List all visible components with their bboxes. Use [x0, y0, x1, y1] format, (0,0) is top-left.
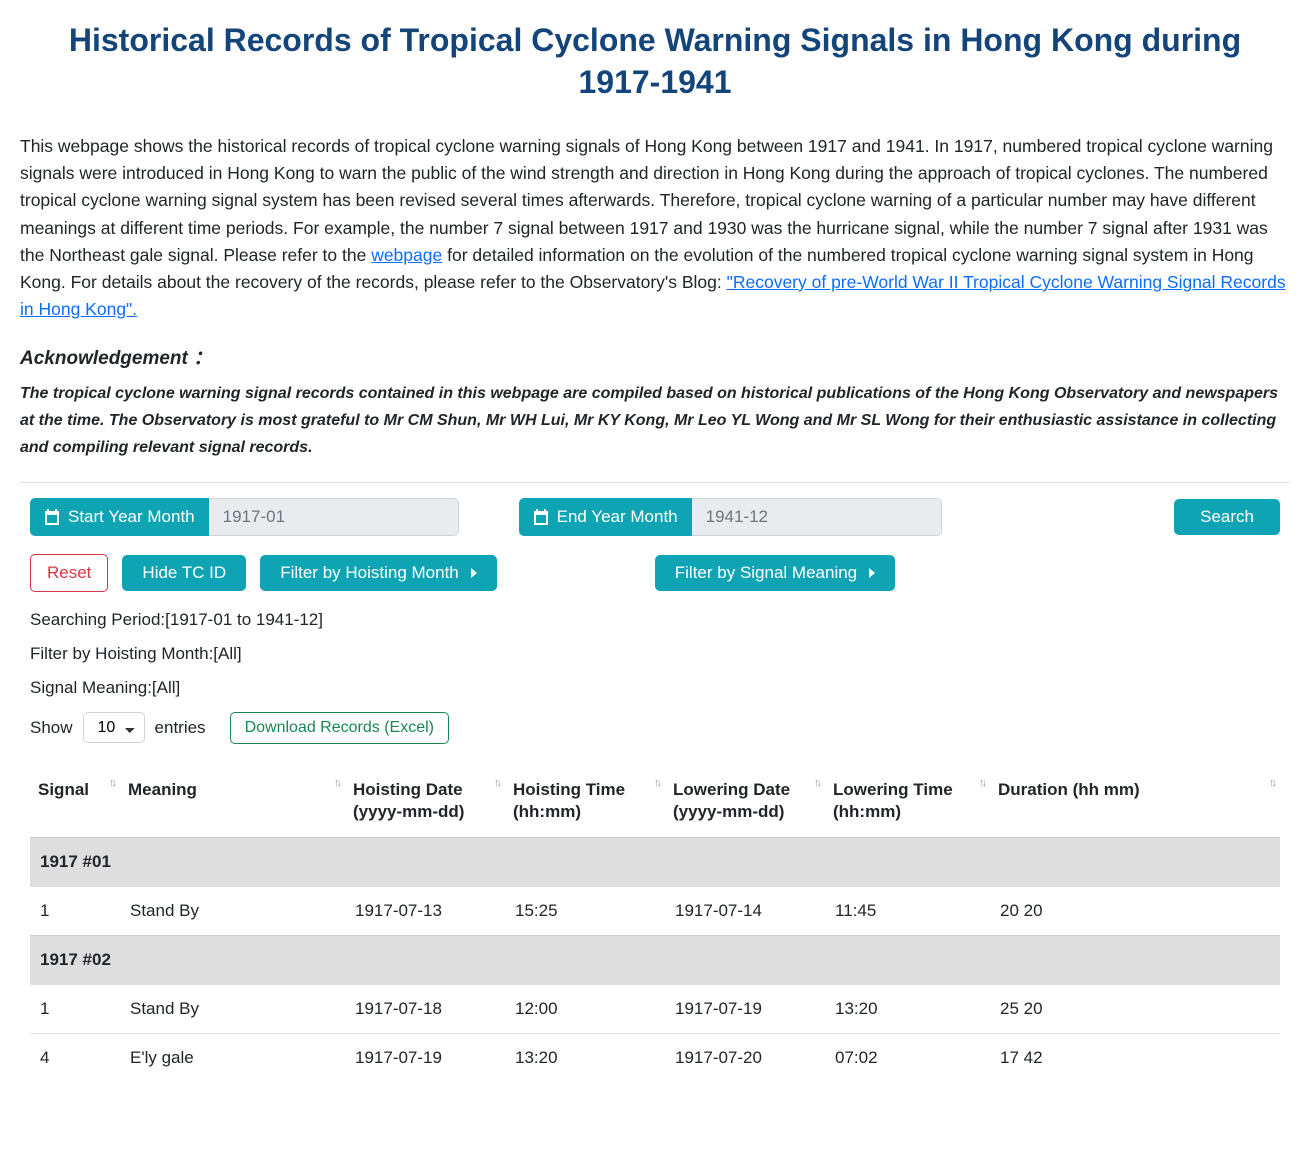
- calendar-icon: [44, 509, 60, 525]
- sort-icon: ↑↓: [979, 779, 984, 788]
- start-label-text: Start Year Month: [68, 507, 195, 527]
- col-hoist-time[interactable]: Hoisting Time (hh:mm)↑↓: [505, 769, 665, 838]
- caret-right-icon: [869, 568, 875, 578]
- cell-duration: 17 42: [990, 1033, 1280, 1082]
- sort-icon: ↑↓: [109, 779, 114, 788]
- cell-lower-time: 11:45: [825, 886, 990, 935]
- filter-month-status: Filter by Hoisting Month:[All]: [30, 644, 1280, 664]
- cell-duration: 25 20: [990, 984, 1280, 1033]
- end-label-text: End Year Month: [557, 507, 678, 527]
- signal-meaning-status: Signal Meaning:[All]: [30, 678, 1280, 698]
- divider: [20, 482, 1290, 483]
- cell-meaning: Stand By: [120, 984, 345, 1033]
- entries-select[interactable]: 10: [83, 712, 145, 743]
- cell-hoist-time: 15:25: [505, 886, 665, 935]
- caret-right-icon: [471, 568, 477, 578]
- table-row: 1 Stand By 1917-07-18 12:00 1917-07-19 1…: [30, 984, 1280, 1033]
- searching-period-status: Searching Period:[1917-01 to 1941-12]: [30, 610, 1280, 630]
- cell-meaning: Stand By: [120, 886, 345, 935]
- filter-hoisting-month-button[interactable]: Filter by Hoisting Month: [260, 555, 497, 591]
- records-table: Signal↑↓ Meaning↑↓ Hoisting Date (yyyy-m…: [30, 769, 1280, 1082]
- cell-signal: 4: [30, 1033, 120, 1082]
- sort-icon: ↑↓: [494, 779, 499, 788]
- cell-lower-date: 1917-07-14: [665, 886, 825, 935]
- col-lower-time[interactable]: Lowering Time (hh:mm)↑↓: [825, 769, 990, 838]
- cell-signal: 1: [30, 886, 120, 935]
- cell-duration: 20 20: [990, 886, 1280, 935]
- start-year-month-input[interactable]: [209, 498, 459, 536]
- start-year-month-label: Start Year Month: [30, 498, 209, 536]
- cell-lower-time: 13:20: [825, 984, 990, 1033]
- col-signal[interactable]: Signal↑↓: [30, 769, 120, 838]
- end-year-month-input[interactable]: [692, 498, 942, 536]
- end-year-month-label: End Year Month: [519, 498, 692, 536]
- col-duration[interactable]: Duration (hh mm)↑↓: [990, 769, 1280, 838]
- cell-hoist-time: 13:20: [505, 1033, 665, 1082]
- page-title: Historical Records of Tropical Cyclone W…: [60, 20, 1250, 103]
- group-header: 1917 #02: [30, 935, 1280, 984]
- cell-lower-time: 07:02: [825, 1033, 990, 1082]
- sort-icon: ↑↓: [654, 779, 659, 788]
- group-header: 1917 #01: [30, 837, 1280, 886]
- filter-month-label: Filter by Hoisting Month: [280, 563, 459, 583]
- filter-signal-meaning-button[interactable]: Filter by Signal Meaning: [655, 555, 895, 591]
- col-meaning[interactable]: Meaning↑↓: [120, 769, 345, 838]
- cell-lower-date: 1917-07-20: [665, 1033, 825, 1082]
- hide-tc-id-button[interactable]: Hide TC ID: [122, 555, 246, 591]
- cell-lower-date: 1917-07-19: [665, 984, 825, 1033]
- start-year-month-group: Start Year Month: [30, 498, 459, 536]
- entries-label: entries: [155, 718, 206, 738]
- ack-body: The tropical cyclone warning signal reco…: [20, 380, 1290, 462]
- calendar-icon: [533, 509, 549, 525]
- sort-icon: ↑↓: [1269, 779, 1274, 788]
- reset-button[interactable]: Reset: [30, 554, 108, 592]
- sort-icon: ↑↓: [334, 779, 339, 788]
- download-records-button[interactable]: Download Records (Excel): [230, 712, 449, 744]
- cell-hoist-date: 1917-07-13: [345, 886, 505, 935]
- webpage-link[interactable]: webpage: [371, 245, 442, 265]
- cell-hoist-date: 1917-07-19: [345, 1033, 505, 1082]
- intro-paragraph: This webpage shows the historical record…: [20, 133, 1290, 323]
- col-hoist-date[interactable]: Hoisting Date (yyyy-mm-dd)↑↓: [345, 769, 505, 838]
- cell-hoist-time: 12:00: [505, 984, 665, 1033]
- cell-meaning: E'ly gale: [120, 1033, 345, 1082]
- show-label: Show: [30, 718, 73, 738]
- end-year-month-group: End Year Month: [519, 498, 942, 536]
- table-row: 1 Stand By 1917-07-13 15:25 1917-07-14 1…: [30, 886, 1280, 935]
- search-button[interactable]: Search: [1174, 499, 1280, 535]
- cell-signal: 1: [30, 984, 120, 1033]
- sort-icon: ↑↓: [814, 779, 819, 788]
- col-lower-date[interactable]: Lowering Date (yyyy-mm-dd)↑↓: [665, 769, 825, 838]
- ack-title: Acknowledgement ：: [20, 343, 1290, 370]
- table-row: 4 E'ly gale 1917-07-19 13:20 1917-07-20 …: [30, 1033, 1280, 1082]
- cell-hoist-date: 1917-07-18: [345, 984, 505, 1033]
- filter-meaning-label: Filter by Signal Meaning: [675, 563, 857, 583]
